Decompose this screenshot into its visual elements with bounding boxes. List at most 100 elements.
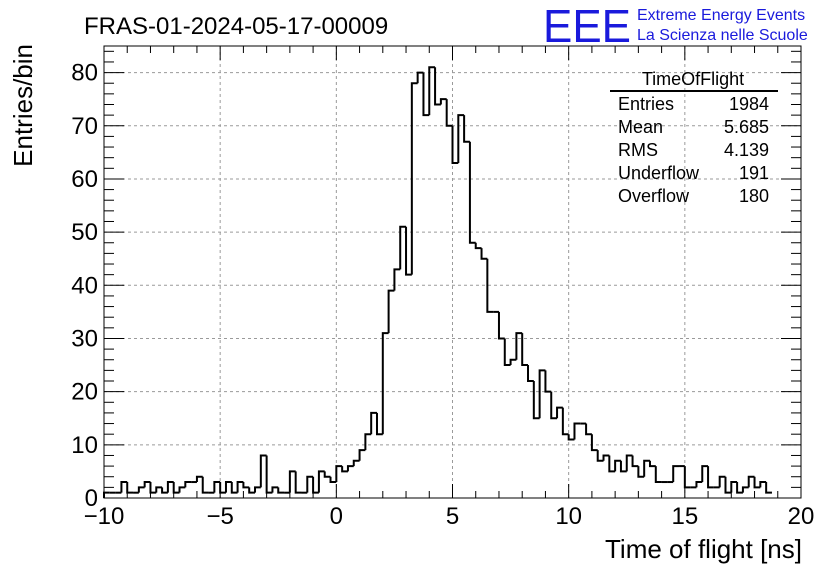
stats-row-value: 180: [739, 186, 769, 206]
histogram-bin: [352, 459, 360, 467]
histogram-bin: [672, 465, 680, 483]
stats-title: TimeOfFlight: [642, 69, 744, 89]
stats-row-value: 191: [739, 163, 769, 183]
histogram-bin: [230, 482, 238, 494]
stats-rows: Entries 1984 Mean 5.685 RMS 4.139 Underflow 191…: [618, 94, 769, 206]
histogram-bin: [399, 225, 407, 270]
histogram-bin: [573, 422, 581, 440]
histogram-bin: [294, 471, 302, 494]
histogram-bin: [567, 434, 575, 441]
histogram-bin: [544, 370, 552, 393]
histogram-bin: [648, 460, 656, 468]
histogram-bin: [619, 460, 627, 473]
histogram-bin: [527, 365, 534, 383]
histogram-bin: [451, 125, 459, 164]
stats-row-label: RMS: [618, 140, 658, 160]
histogram-bin: [329, 476, 337, 484]
histogram-bin: [341, 466, 348, 473]
histogram-bin: [643, 459, 650, 477]
x-tick-label: 10: [555, 503, 582, 530]
x-tick-label: 0: [330, 503, 343, 530]
histogram-bin: [370, 411, 377, 435]
histogram-bin: [538, 369, 546, 419]
histogram-bin: [596, 450, 604, 462]
histogram-bin: [166, 481, 174, 493]
stats-row-label: Mean: [618, 117, 663, 137]
histogram-bin: [312, 476, 319, 494]
histogram-bin: [625, 454, 633, 472]
histogram-bin: [254, 486, 261, 493]
histogram-bin: [219, 482, 226, 494]
y-tick-label: 20: [71, 379, 98, 406]
histogram-bin: [747, 475, 755, 488]
histogram-bin: [765, 482, 772, 494]
histogram-bin: [335, 465, 343, 483]
histogram-series: [103, 66, 772, 498]
histogram-bin: [741, 486, 749, 493]
histogram-bin: [730, 481, 738, 493]
histogram-bin: [155, 486, 163, 493]
histogram-bin: [614, 459, 621, 472]
histogram-bin: [224, 481, 232, 493]
histogram-bin: [683, 466, 691, 489]
histogram-bin: [654, 466, 662, 484]
histogram-bin: [346, 465, 354, 472]
y-tick-label: 10: [71, 432, 98, 459]
histogram-bin: [184, 481, 192, 488]
histogram-bin: [143, 481, 151, 488]
histogram-bin: [317, 470, 325, 493]
histogram-bin: [550, 391, 558, 420]
histogram-bin: [707, 466, 714, 489]
eee-logo: EEE: [543, 0, 631, 52]
y-axis-label: Entries/bin: [8, 44, 38, 167]
histogram-bin: [393, 268, 401, 291]
histogram-bin: [497, 311, 505, 340]
histogram-bin: [556, 406, 563, 419]
histogram-bin: [416, 71, 424, 84]
histogram-bin: [375, 412, 383, 436]
stats-row-value: 5.685: [724, 117, 769, 137]
histogram-bin: [561, 407, 569, 436]
histogram-bin: [137, 486, 145, 493]
histogram-bin: [590, 434, 598, 452]
histogram-bin: [126, 482, 134, 494]
histogram-bin: [422, 72, 430, 117]
histogram-bin: [439, 98, 447, 105]
y-tick-labels: 0 10 20 30 40 50 60 70 80: [71, 60, 98, 512]
histogram-bin: [532, 381, 540, 420]
histogram-bin: [585, 423, 592, 436]
histogram-bin: [724, 476, 732, 494]
stats-row-label: Overflow: [618, 186, 690, 206]
histogram-bin: [515, 332, 523, 360]
histogram-bin: [445, 99, 453, 127]
plot-frame: [103, 45, 802, 499]
histogram-bin: [718, 475, 726, 488]
histogram-bin: [277, 487, 285, 494]
logo-line-2: La Scienza nelle Scuole: [637, 27, 808, 44]
y-tick-label: 30: [71, 325, 98, 352]
histogram-bin: [521, 333, 529, 367]
x-tick-labels: −10 −5 0 5 10 15 20: [84, 503, 815, 530]
logo-line-1: Extreme Energy Events: [637, 7, 805, 24]
y-tick-label: 70: [71, 113, 98, 140]
histogram-bin: [103, 491, 110, 498]
histogram-bin: [306, 475, 314, 493]
histogram-bin: [602, 454, 610, 461]
histogram-bin: [759, 481, 767, 488]
histogram-bin: [631, 455, 639, 468]
histogram-bin: [509, 358, 517, 366]
x-axis-label: Time of flight [ns]: [605, 534, 802, 564]
histogram-bin: [434, 67, 441, 106]
histogram-bin: [468, 141, 476, 244]
histogram-bin: [387, 289, 395, 334]
histogram-bin: [608, 455, 616, 473]
histogram-bin: [463, 115, 470, 143]
histogram-bin: [259, 454, 267, 488]
grid-lines: [104, 46, 801, 498]
run-title: FRAS-01-2024-05-17-00009: [84, 13, 388, 40]
histogram-bin: [457, 114, 465, 163]
histogram-bin: [195, 475, 203, 483]
histogram-bin: [323, 471, 331, 478]
histogram-bin: [201, 476, 209, 494]
